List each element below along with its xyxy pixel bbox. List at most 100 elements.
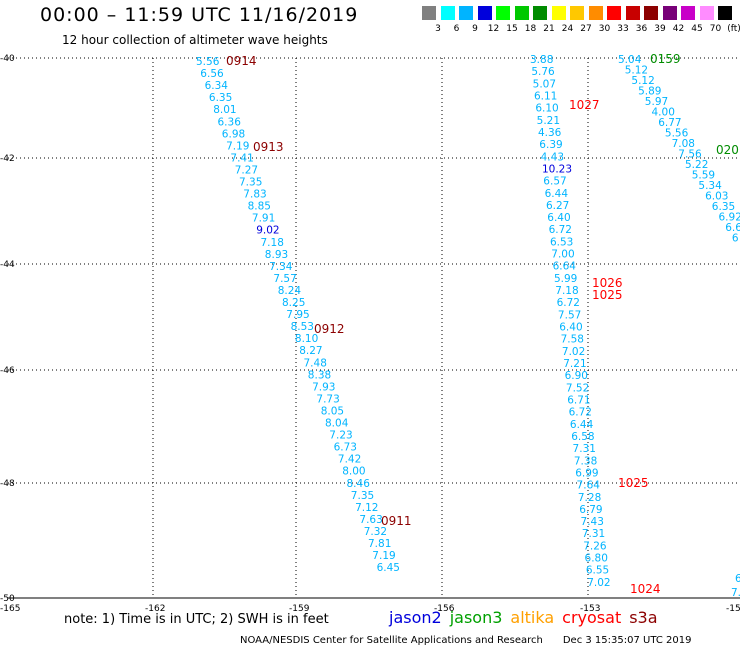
wave-height-value: 7.08 bbox=[672, 138, 695, 150]
scale-swatch bbox=[440, 6, 455, 20]
scale-label: 33 bbox=[617, 24, 629, 34]
axis-tick-labels: -40 -42 -44 -46 -48 -50-165 -162 -159 -156 -153 -1… bbox=[0, 54, 740, 614]
wave-height-value: 6.98 bbox=[222, 128, 245, 140]
wave-height-value: 5.07 bbox=[533, 78, 556, 90]
lat-tick-label: -48 bbox=[0, 479, 15, 489]
wave-height-value: 5.56 bbox=[665, 128, 689, 140]
pass-time-label: 0911 bbox=[381, 514, 412, 528]
wave-height-value: 8.04 bbox=[325, 418, 349, 430]
wave-height-value: 8.38 bbox=[308, 369, 331, 381]
wave-height-value: 6.40 bbox=[547, 212, 570, 224]
wave-height-value: 7.43 bbox=[581, 516, 604, 528]
wave-height-value: 8.00 bbox=[342, 466, 365, 478]
pass-time-label: 0914 bbox=[226, 54, 257, 68]
pass-time-label: 020 bbox=[716, 143, 739, 157]
scale-swatch bbox=[644, 6, 658, 20]
scale-label: 18 bbox=[524, 24, 537, 34]
wave-height-value: 4.36 bbox=[538, 127, 562, 139]
wave-height-value: 6.77 bbox=[658, 117, 681, 129]
wave-height-value: 8.53 bbox=[291, 321, 314, 333]
wave-height-value: 6.55 bbox=[586, 565, 609, 577]
wave-height-value: 6.6 bbox=[725, 222, 740, 234]
scale-label: 6 bbox=[453, 24, 460, 34]
scale-swatch bbox=[496, 6, 510, 20]
legend-cryosat: cryosat bbox=[562, 608, 622, 627]
wave-height-value: 8.10 bbox=[295, 333, 318, 345]
wave-height-value: 7.02 bbox=[587, 577, 610, 589]
scale-label: 70 bbox=[709, 24, 722, 34]
scale-label: 12 bbox=[487, 24, 500, 34]
scale-label: 9 bbox=[472, 24, 478, 34]
wave-height-value: 7.58 bbox=[561, 334, 584, 346]
map-grid bbox=[8, 57, 740, 599]
scale-label: 36 bbox=[635, 24, 648, 34]
wave-height-value: 7.57 bbox=[558, 309, 581, 321]
wave-height-value: 6 bbox=[732, 233, 739, 245]
wave-height-value: 7.56 bbox=[678, 149, 702, 161]
lon-tick-label: -153 bbox=[580, 604, 600, 614]
lon-tick-label: -150 bbox=[726, 604, 740, 614]
scale-label: 39 bbox=[654, 24, 666, 34]
wave-height-value: 5.12 bbox=[625, 65, 648, 77]
wave-height-value: 7.42 bbox=[338, 454, 361, 466]
scale-label: 45 bbox=[691, 24, 703, 34]
wave-height-value: 5.04 bbox=[618, 54, 642, 66]
scale-label: (ft) bbox=[727, 24, 740, 34]
wave-height-value: 7.31 bbox=[573, 443, 596, 455]
wave-height-value: 8.01 bbox=[213, 104, 236, 116]
wave-height-value: 8.25 bbox=[282, 297, 305, 309]
pass-time-label: 0912 bbox=[314, 322, 345, 336]
wave-height-value: 7.28 bbox=[578, 492, 601, 504]
wave-height-value: 8.24 bbox=[278, 285, 302, 297]
wave-height-value: 8.85 bbox=[248, 201, 271, 213]
wave-height-value: 6.90 bbox=[565, 370, 588, 382]
pass-time-label: 0913 bbox=[253, 140, 284, 154]
scale-label: 15 bbox=[506, 24, 518, 34]
wave-height-value: 6.99 bbox=[575, 467, 598, 479]
pass-time-label: 1025 bbox=[592, 288, 623, 302]
wave-height-value: 5.97 bbox=[645, 96, 668, 108]
legend-s3a: s3a bbox=[629, 608, 658, 627]
wave-height-value: 6.58 bbox=[571, 431, 594, 443]
wave-height-value: 10.23 bbox=[542, 163, 572, 175]
satellite-legend: jason2 jason3 altika cryosat s3a bbox=[389, 608, 666, 627]
wave-height-value: 6.72 bbox=[549, 224, 572, 236]
wave-height-value: 7.32 bbox=[364, 526, 387, 538]
wave-height-value: 7.02 bbox=[562, 346, 585, 358]
scale-swatch bbox=[514, 6, 529, 20]
wave-height-value: 6 bbox=[735, 573, 740, 585]
wave-height-value: 7.12 bbox=[355, 502, 378, 514]
wave-height-value: 5.56 bbox=[196, 56, 220, 68]
units-note: note: 1) Time is in UTC; 2) SWH is in fe… bbox=[64, 612, 329, 627]
wave-height-value: 4.43 bbox=[541, 151, 564, 163]
wave-height-value: 8.27 bbox=[299, 345, 322, 357]
scale-swatch bbox=[625, 6, 640, 20]
generated-timestamp: Dec 3 15:35:07 UTC 2019 bbox=[562, 635, 692, 646]
legend-jason2: jason2 bbox=[389, 608, 442, 627]
wave-height-value: 7.57 bbox=[273, 273, 296, 285]
wave-height-value: 6.11 bbox=[534, 90, 557, 102]
scale-swatch bbox=[551, 6, 566, 20]
wave-height-value: 5.59 bbox=[692, 170, 715, 182]
wave-height-value: 6.72 bbox=[557, 297, 580, 309]
wave-height-value: 5.89 bbox=[638, 86, 661, 98]
wave-height-value: 7.34 bbox=[269, 261, 293, 273]
wave-height-value: 6.57 bbox=[543, 176, 566, 188]
wave-height-value: 7.91 bbox=[252, 213, 275, 225]
wave-height-value: 7.48 bbox=[304, 357, 327, 369]
wave-height-value: 7.63 bbox=[359, 514, 382, 526]
wave-height-value: 8.93 bbox=[265, 249, 288, 261]
wave-height-value: 6.45 bbox=[377, 562, 400, 574]
page-title: 00:00 – 11:59 UTC 11/16/2019 bbox=[40, 4, 359, 26]
wave-height-value: 6.10 bbox=[535, 103, 558, 115]
legend-jason3: jason3 bbox=[449, 608, 503, 627]
wave-height-value: 7.64 bbox=[577, 480, 601, 492]
lon-tick-label: -162 bbox=[145, 604, 165, 614]
wave-height-value: 6.56 bbox=[200, 68, 224, 80]
wave-height-value: 6.39 bbox=[539, 139, 562, 151]
wave-height-value: 5.22 bbox=[685, 159, 708, 171]
page-subtitle: 12 hour collection of altimeter wave hei… bbox=[62, 33, 328, 47]
wave-height-value: 3.88 bbox=[530, 54, 553, 66]
scale-swatch bbox=[607, 6, 621, 20]
